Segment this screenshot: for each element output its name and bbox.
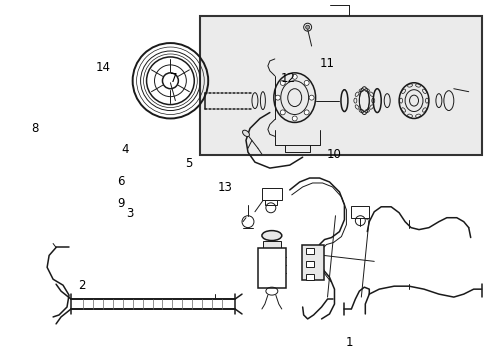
Bar xyxy=(200,16,481,155)
Bar xyxy=(305,248,313,255)
Text: 8: 8 xyxy=(31,122,38,135)
Text: 2: 2 xyxy=(78,279,85,292)
Bar xyxy=(257,248,285,288)
Bar xyxy=(262,188,281,200)
Bar xyxy=(263,240,280,248)
Circle shape xyxy=(304,110,308,115)
Text: 7: 7 xyxy=(170,72,177,85)
Text: 3: 3 xyxy=(126,207,134,220)
Circle shape xyxy=(305,25,309,29)
Bar xyxy=(264,200,276,205)
Text: 11: 11 xyxy=(319,57,334,71)
Bar xyxy=(305,274,313,280)
Circle shape xyxy=(292,116,297,121)
Text: 14: 14 xyxy=(96,61,111,74)
Text: 13: 13 xyxy=(217,181,232,194)
Circle shape xyxy=(275,95,280,100)
Bar xyxy=(305,261,313,267)
Text: 12: 12 xyxy=(280,72,295,85)
Ellipse shape xyxy=(262,231,281,240)
Circle shape xyxy=(280,80,285,85)
Circle shape xyxy=(292,74,297,79)
Bar xyxy=(351,206,368,218)
Text: 9: 9 xyxy=(117,197,124,210)
Text: 4: 4 xyxy=(122,143,129,156)
Circle shape xyxy=(280,110,285,115)
Text: 6: 6 xyxy=(117,175,124,188)
Text: 1: 1 xyxy=(345,336,352,349)
Circle shape xyxy=(304,80,308,85)
Text: 5: 5 xyxy=(184,157,192,170)
Text: 10: 10 xyxy=(326,148,341,162)
Circle shape xyxy=(308,95,313,100)
Bar xyxy=(301,246,323,280)
Ellipse shape xyxy=(242,130,249,136)
